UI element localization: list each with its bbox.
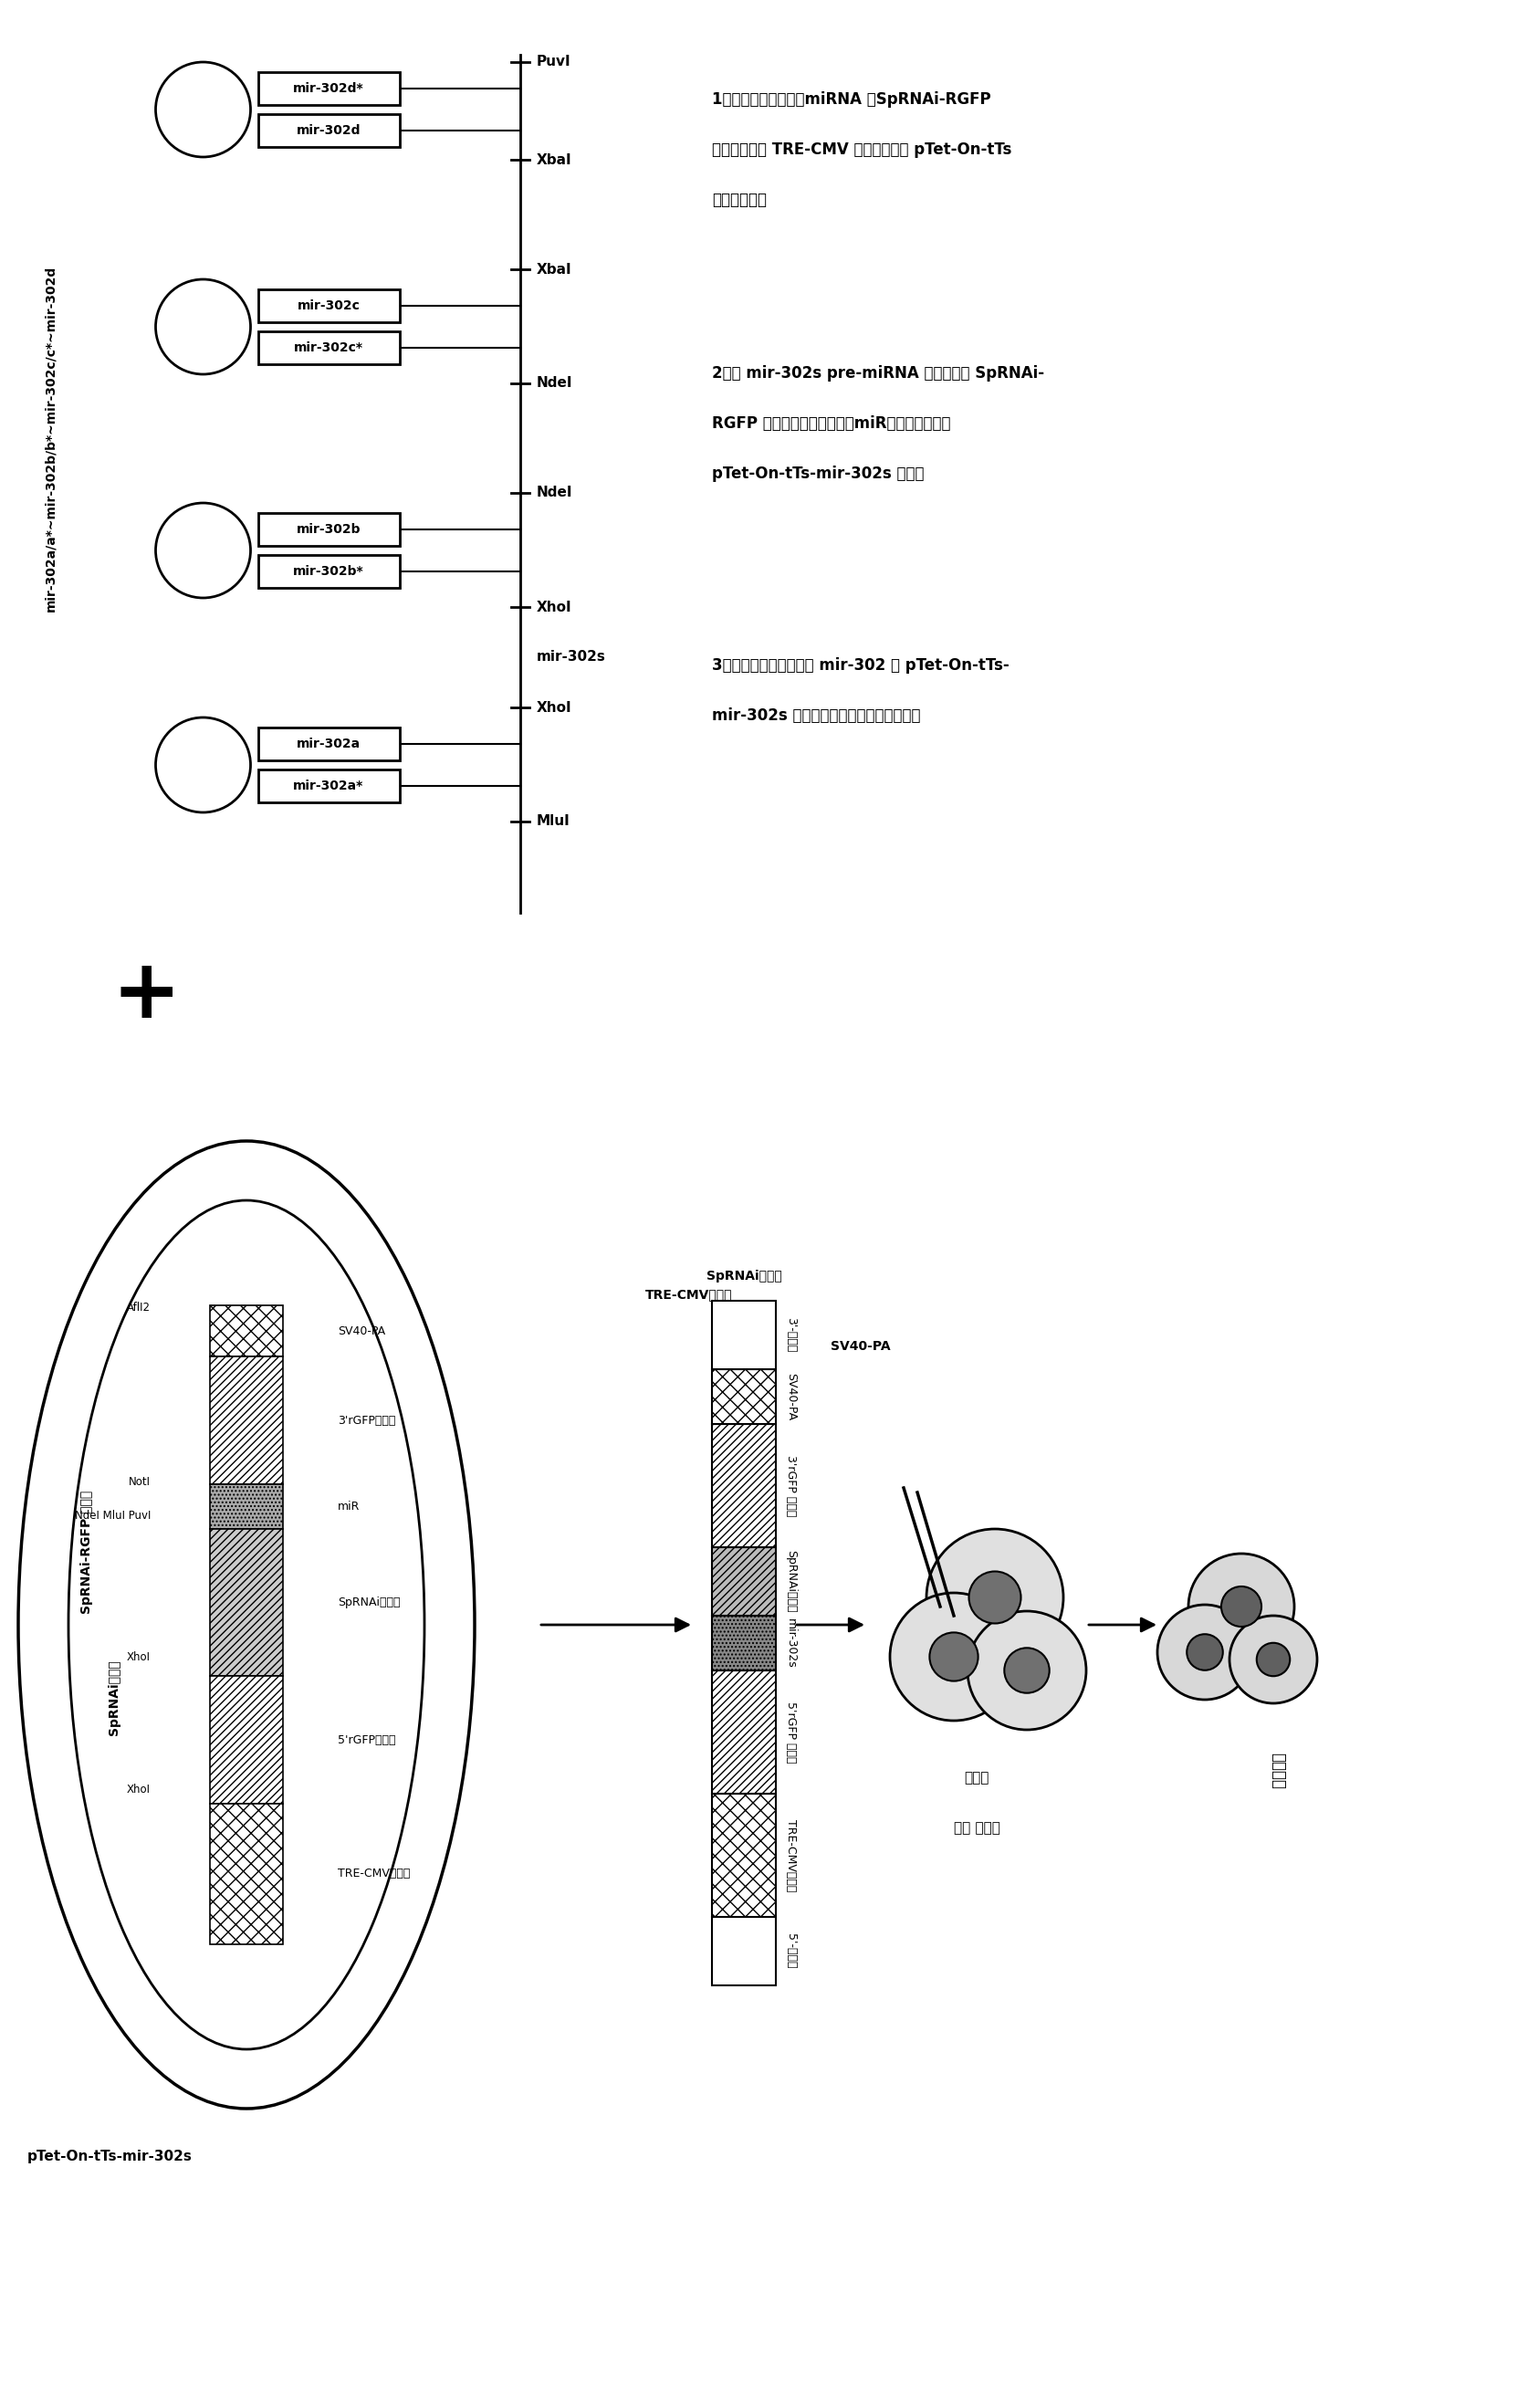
Text: pTet-On-tTs-mir-302s: pTet-On-tTs-mir-302s [28,2150,192,2162]
Text: XhoI: XhoI [126,1784,151,1796]
Bar [258,113,400,147]
Bar [209,1305,283,1356]
Text: 3'-同源物: 3'-同源物 [784,1317,797,1353]
Circle shape [1187,1635,1223,1671]
Text: PuvI: PuvI [537,55,571,70]
Circle shape [1004,1647,1049,1693]
Circle shape [929,1633,978,1681]
Text: RGFP 转基因的内含子区域（miR），以形成新的: RGFP 转基因的内含子区域（miR），以形成新的 [712,414,950,431]
Bar [209,1356,283,1483]
Bar [209,1804,283,1943]
Text: mir-302s: mir-302s [784,1618,797,1669]
Text: 1、将表达预先设计的miRNA 的SpRNAi-RGFP: 1、将表达预先设计的miRNA 的SpRNAi-RGFP [712,92,990,108]
Text: SpRNAi内含子: SpRNAi内含子 [784,1551,797,1613]
Bar [712,1616,775,1671]
Circle shape [155,279,251,373]
Bar [258,72,400,106]
Text: SV40-PA: SV40-PA [338,1324,386,1336]
Text: TRE-CMV启动子: TRE-CMV启动子 [646,1288,732,1300]
Bar [209,1529,283,1676]
Bar [712,1917,775,1984]
Text: TRE-CMV启动子: TRE-CMV启动子 [338,1869,411,1881]
Text: 3、使用电穿孔法将编码 mir-302 的 pTet-On-tTs-: 3、使用电穿孔法将编码 mir-302 的 pTet-On-tTs- [712,657,1009,674]
Bar [712,1671,775,1794]
Text: SpRNAi内含子: SpRNAi内含子 [706,1269,781,1283]
Text: NdeI: NdeI [537,486,572,501]
Text: 转基因插入到 TRE-CMV 启动子驱动的 pTet-On-tTs: 转基因插入到 TRE-CMV 启动子驱动的 pTet-On-tTs [712,142,1012,159]
Text: 或者 微注射: 或者 微注射 [954,1820,1000,1835]
Circle shape [1158,1604,1252,1700]
Text: SpRNAi-RGFP 转基因: SpRNAi-RGFP 转基因 [80,1491,94,1613]
Text: NdeI MluI PuvI: NdeI MluI PuvI [74,1510,151,1522]
Text: SV40-PA: SV40-PA [831,1339,891,1353]
Circle shape [1189,1553,1295,1659]
Text: mir-302a*: mir-302a* [294,780,365,792]
Ellipse shape [69,1199,424,2049]
Text: MluI: MluI [537,814,571,828]
Text: mir-302c: mir-302c [297,299,360,313]
Text: SV40-PA: SV40-PA [784,1373,797,1421]
Text: mir-302b: mir-302b [297,523,361,537]
Text: XbaI: XbaI [537,262,572,277]
Text: XhoI: XhoI [537,701,572,715]
Circle shape [1257,1642,1290,1676]
Text: 电穿孔: 电穿孔 [964,1770,989,1784]
Text: mir-302c*: mir-302c* [294,342,363,354]
Circle shape [967,1611,1086,1729]
Bar [258,289,400,323]
Text: 同源插入: 同源插入 [1270,1753,1286,1789]
Text: mir-302d*: mir-302d* [294,82,365,94]
Text: pTet-On-tTs-mir-302s 载体；: pTet-On-tTs-mir-302s 载体； [712,465,924,482]
Text: TRE-CMV启动子: TRE-CMV启动子 [784,1818,797,1893]
Circle shape [891,1592,1018,1722]
Bar [258,771,400,802]
Text: SpRNAi内含子: SpRNAi内含子 [108,1659,120,1736]
Text: XhoI: XhoI [126,1652,151,1664]
Circle shape [155,718,251,811]
Circle shape [1221,1587,1261,1628]
Bar [209,1483,283,1529]
Text: 5'rGFP外显子: 5'rGFP外显子 [338,1734,395,1746]
Text: mir-302d: mir-302d [297,125,361,137]
Circle shape [155,63,251,157]
Circle shape [926,1529,1063,1666]
Text: mir-302a: mir-302a [297,737,360,751]
Text: 3'rGFP外显子: 3'rGFP外显子 [338,1413,395,1426]
Text: 质粒载体中；: 质粒载体中； [712,193,767,207]
Circle shape [969,1572,1021,1623]
Bar [258,513,400,547]
Text: 5'rGFP 外显子: 5'rGFP 外显子 [784,1702,797,1763]
Bar [712,1423,775,1548]
Text: NdeI: NdeI [537,376,572,390]
Text: +: + [112,956,180,1035]
Text: AflI2: AflI2 [126,1303,151,1315]
Bar [258,727,400,761]
Text: 3'rGFP 外显子: 3'rGFP 外显子 [784,1454,797,1517]
Text: XhoI: XhoI [537,600,572,614]
Bar [209,1676,283,1804]
Text: miR: miR [338,1500,360,1512]
Text: NotI: NotI [129,1476,151,1488]
Bar [712,1300,775,1370]
Text: SpRNAi内含子: SpRNAi内含子 [338,1597,400,1609]
Text: mir-302b*: mir-302b* [294,566,365,578]
Bar [712,1548,775,1616]
Circle shape [155,503,251,597]
Bar [258,332,400,364]
Ellipse shape [18,1141,475,2109]
Text: mir-302s 载体转换到体细胞宿主细胞中；: mir-302s 载体转换到体细胞宿主细胞中； [712,708,921,725]
Text: 2、将 mir-302s pre-miRNA 基因群置于 SpRNAi-: 2、将 mir-302s pre-miRNA 基因群置于 SpRNAi- [712,366,1044,380]
Text: XbaI: XbaI [537,152,572,166]
Text: 5'-同源物: 5'-同源物 [784,1934,797,1970]
Circle shape [1229,1616,1317,1702]
Bar [712,1370,775,1423]
Text: mir-302a/a*~mir-302b/b*~mir-302c/c*~mir-302d: mir-302a/a*~mir-302b/b*~mir-302c/c*~mir-… [43,265,57,612]
Text: mir-302s: mir-302s [537,650,606,665]
Bar [712,1794,775,1917]
Bar [258,554,400,588]
